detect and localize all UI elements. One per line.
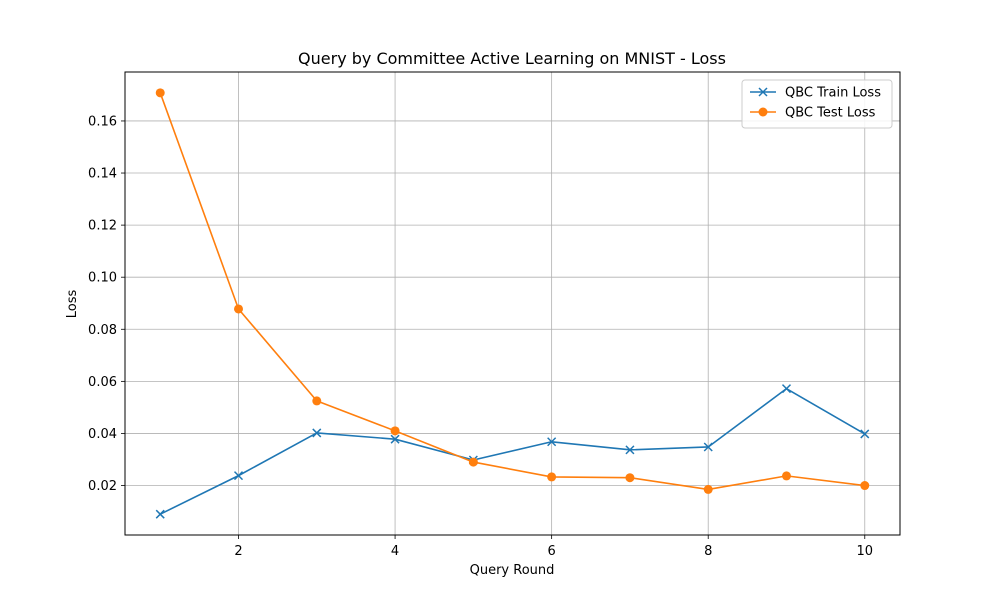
data-point bbox=[860, 429, 870, 439]
x-tick-label: 10 bbox=[856, 544, 873, 559]
x-tick-label: 4 bbox=[391, 544, 399, 559]
axis-ticks: 2 4 6 8 10 0.02 0.04 0.06 0.08 0.10 0.12 0.14 0.16 bbox=[88, 114, 873, 559]
y-tick-label: 0.08 bbox=[88, 323, 117, 338]
data-point bbox=[547, 437, 557, 447]
y-axis-label: Loss bbox=[65, 290, 80, 319]
series-group bbox=[155, 88, 870, 519]
y-tick-label: 0.12 bbox=[88, 219, 117, 234]
legend: QBC Train Loss QBC Test Loss bbox=[741, 79, 893, 129]
data-point bbox=[625, 473, 635, 483]
x-tick-label: 6 bbox=[548, 544, 556, 559]
y-tick-label: 0.16 bbox=[88, 114, 117, 129]
chart-title: Query by Committee Active Learning on MN… bbox=[298, 49, 726, 68]
data-point bbox=[468, 457, 478, 467]
data-point bbox=[233, 471, 244, 481]
y-tick-label: 0.14 bbox=[88, 167, 117, 182]
legend-box bbox=[741, 79, 893, 129]
legend-item: QBC Train Loss bbox=[750, 86, 881, 101]
data-point bbox=[155, 509, 165, 519]
legend-item: QBC Test Loss bbox=[750, 106, 876, 121]
y-tick-label: 0.04 bbox=[88, 427, 117, 442]
legend-label: QBC Test Loss bbox=[785, 106, 876, 121]
legend-marker bbox=[758, 87, 768, 97]
grid bbox=[125, 72, 900, 535]
legend-label: QBC Train Loss bbox=[785, 86, 881, 101]
series-line bbox=[159, 92, 865, 491]
data-point bbox=[860, 481, 870, 491]
series-1 bbox=[155, 384, 870, 519]
data-point bbox=[781, 384, 792, 394]
legend-marker bbox=[758, 107, 768, 117]
data-point bbox=[703, 442, 713, 452]
data-point bbox=[625, 445, 635, 455]
data-point bbox=[312, 396, 322, 406]
x-tick-label: 2 bbox=[234, 544, 242, 559]
data-point bbox=[781, 471, 791, 481]
series-line bbox=[159, 387, 866, 515]
y-tick-label: 0.06 bbox=[88, 375, 117, 390]
data-point bbox=[155, 88, 165, 98]
data-point bbox=[390, 434, 400, 444]
series-2 bbox=[155, 88, 870, 494]
data-point bbox=[234, 304, 244, 314]
plot-frame bbox=[124, 71, 901, 536]
x-tick-label: 8 bbox=[704, 544, 712, 559]
data-point bbox=[312, 428, 322, 438]
y-tick-label: 0.02 bbox=[88, 479, 117, 494]
y-tick-label: 0.10 bbox=[88, 271, 117, 286]
x-axis-label: Query Round bbox=[470, 563, 555, 578]
data-point bbox=[703, 484, 713, 494]
data-point bbox=[547, 472, 557, 482]
data-point bbox=[390, 426, 400, 436]
